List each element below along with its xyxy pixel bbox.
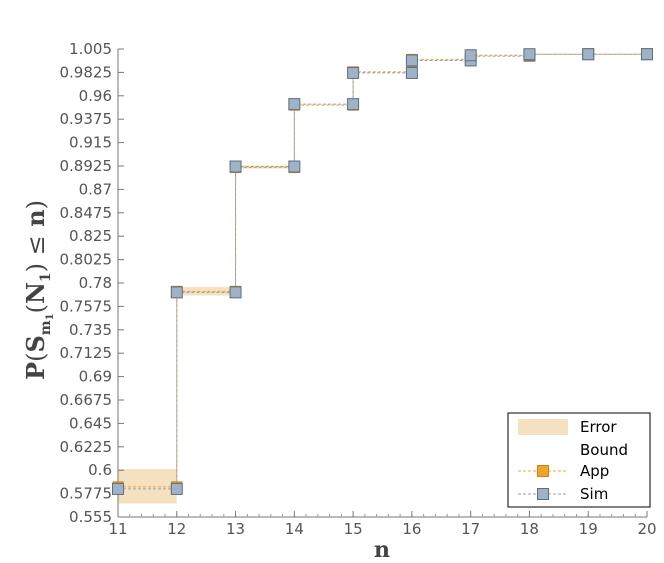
y-tick-label: 0.8475 bbox=[60, 204, 113, 222]
marker-sim bbox=[405, 66, 418, 79]
error-band-segment bbox=[235, 165, 295, 169]
y-tick-label: 0.69 bbox=[79, 368, 112, 386]
y-tick-label: 0.7125 bbox=[60, 344, 113, 362]
x-tick-label: 14 bbox=[285, 520, 304, 538]
legend: Error Bound App Sim bbox=[507, 412, 651, 508]
x-tick-label: 19 bbox=[579, 520, 598, 538]
y-tick-label: 1.005 bbox=[69, 40, 112, 58]
y-tick-label: 0.825 bbox=[69, 227, 112, 245]
legend-marker-app bbox=[537, 465, 549, 477]
x-tick-label: 13 bbox=[226, 520, 245, 538]
legend-marker-sim bbox=[537, 488, 549, 500]
marker-sim bbox=[288, 98, 301, 111]
legend-swatch-error-bound bbox=[518, 419, 568, 435]
x-tick-label: 18 bbox=[520, 520, 539, 538]
legend-label-sim: Sim bbox=[580, 485, 608, 503]
y-tick-label: 0.78 bbox=[79, 274, 112, 292]
x-tick-label: 20 bbox=[637, 520, 656, 538]
x-tick-label: 12 bbox=[167, 520, 186, 538]
marker-sim bbox=[112, 482, 124, 495]
y-tick-label: 0.8025 bbox=[60, 251, 113, 269]
marker-sim bbox=[170, 482, 183, 495]
x-tick-label: 16 bbox=[402, 520, 421, 538]
y-tick-label: 0.6 bbox=[88, 461, 112, 479]
x-tick-label: 11 bbox=[108, 520, 127, 538]
marker-sim bbox=[170, 286, 183, 299]
marker-sim bbox=[641, 48, 653, 61]
x-tick-label: 15 bbox=[344, 520, 363, 538]
y-tick-label: 0.96 bbox=[79, 87, 112, 105]
marker-sim bbox=[347, 98, 360, 111]
error-band-segment bbox=[176, 287, 236, 296]
legend-label-app: App bbox=[580, 462, 609, 480]
x-axis-label: n bbox=[374, 537, 390, 563]
y-tick-label: 0.87 bbox=[79, 180, 112, 198]
marker-sim bbox=[523, 48, 536, 61]
marker-sim bbox=[405, 54, 418, 67]
y-tick-label: 0.9375 bbox=[60, 110, 113, 128]
y-tick-label: 0.735 bbox=[69, 321, 112, 339]
y-tick-label: 0.9825 bbox=[60, 63, 113, 81]
marker-sim bbox=[582, 48, 595, 61]
y-tick-label: 0.8925 bbox=[60, 157, 113, 175]
series-markers-layer bbox=[112, 48, 653, 495]
marker-sim bbox=[464, 49, 477, 62]
marker-sim bbox=[347, 66, 360, 79]
legend-label-bound: Bound bbox=[580, 441, 628, 459]
marker-sim bbox=[229, 286, 242, 299]
error-band-segment bbox=[118, 469, 177, 504]
x-ticks: 11 12 13 14 15 16 17 18 19 20 bbox=[108, 511, 657, 538]
marker-sim bbox=[288, 160, 301, 173]
error-band-layer bbox=[118, 165, 295, 504]
x-tick-label: 17 bbox=[461, 520, 480, 538]
y-tick-label: 0.5775 bbox=[60, 485, 113, 503]
marker-sim bbox=[229, 160, 242, 173]
y-tick-label: 0.645 bbox=[69, 414, 112, 432]
legend-label-error: Error bbox=[580, 418, 617, 436]
y-tick-label: 0.6675 bbox=[60, 391, 113, 409]
y-ticks: 0.555 0.5775 0.6 0.6225 0.645 0.6675 0.69 0.712… bbox=[60, 40, 124, 526]
y-tick-label: 0.915 bbox=[69, 134, 112, 152]
y-tick-label: 0.555 bbox=[69, 508, 112, 526]
y-tick-label: 0.6225 bbox=[60, 438, 113, 456]
y-tick-label: 0.7575 bbox=[60, 297, 113, 315]
y-axis-label: P(Sm1(N1) ≤ n) bbox=[21, 200, 56, 380]
